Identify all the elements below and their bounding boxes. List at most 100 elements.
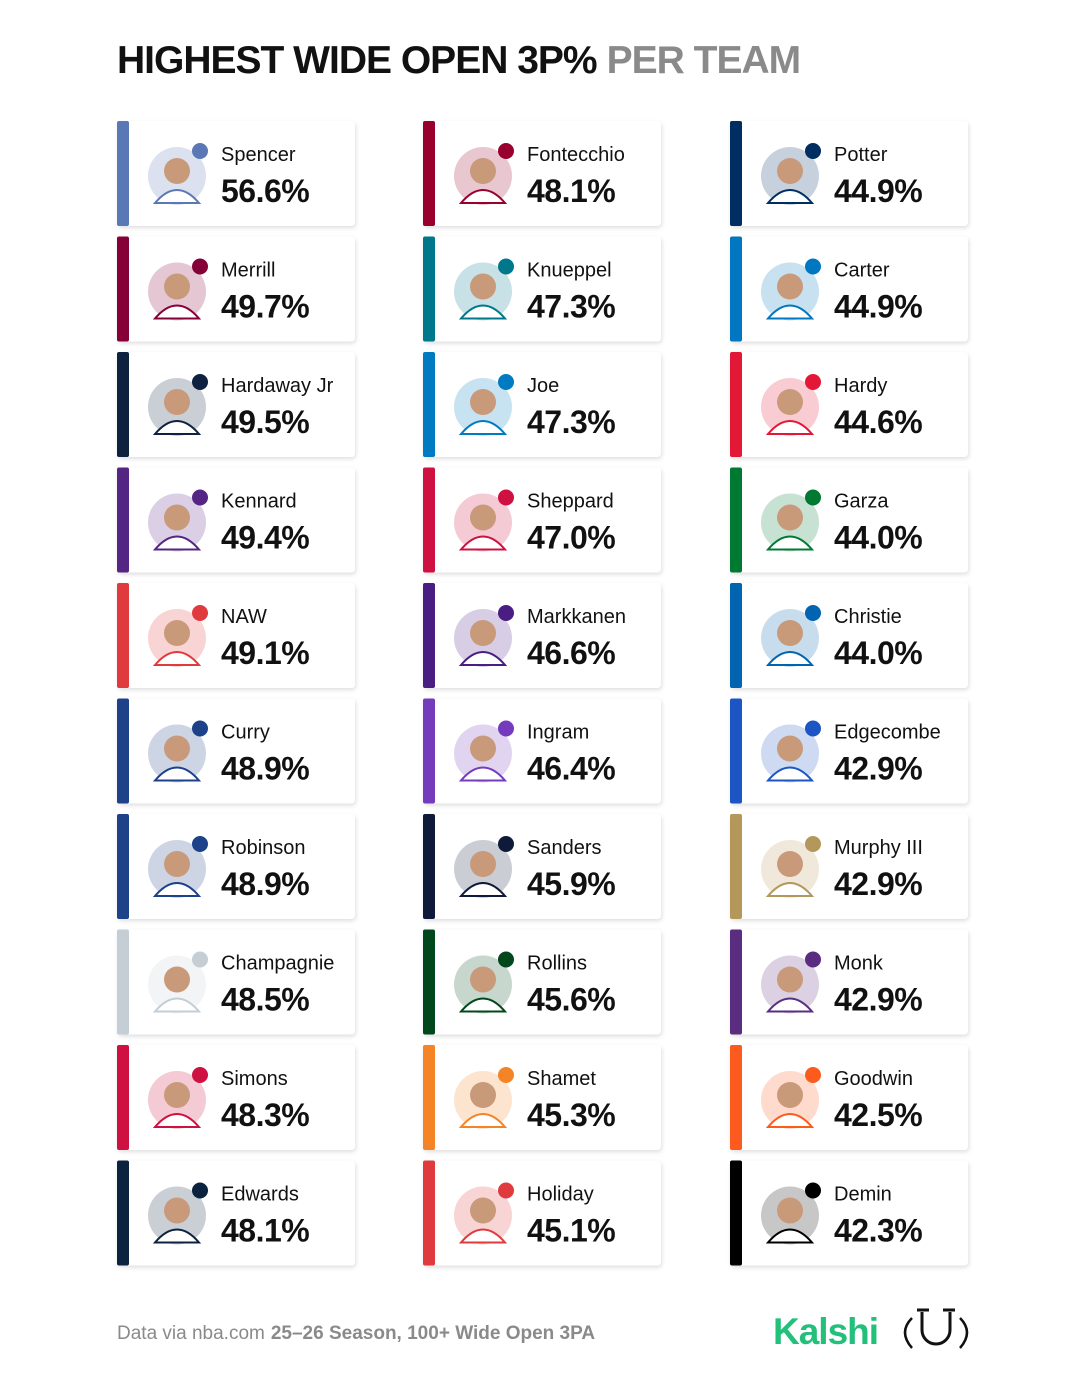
team-stripe (730, 814, 742, 919)
player-card: Joe 47.3% (423, 352, 661, 457)
team-logo (498, 605, 514, 621)
player-name: Knueppel (527, 260, 612, 282)
team-logo (805, 489, 821, 506)
wide-open-3p-pct: 44.0% (834, 635, 922, 671)
avatar-head (164, 1082, 190, 1108)
brand: Kalshi (773, 1311, 878, 1352)
avatar-body (458, 189, 508, 204)
player-card: NAW 49.1% (117, 583, 355, 688)
avatar-head (777, 1197, 803, 1224)
player-card: Edwards 48.1% (117, 1160, 355, 1266)
avatar-body (765, 189, 815, 204)
team-logo (192, 489, 208, 506)
wide-open-3p-pct: 49.1% (221, 635, 309, 671)
team-logo (192, 1182, 208, 1199)
avatar-body (765, 766, 815, 782)
avatar-body (458, 1113, 508, 1128)
avatar-head (470, 504, 496, 531)
avatar-body (458, 304, 508, 320)
team-logo (192, 143, 208, 159)
player-card: Murphy III 42.9% (730, 814, 968, 919)
wide-open-3p-pct: 42.9% (834, 982, 922, 1018)
wide-open-3p-pct: 44.6% (834, 404, 922, 440)
avatar-body (152, 1113, 202, 1128)
wide-open-3p-pct: 45.3% (527, 1097, 615, 1133)
avatar-body (765, 651, 815, 666)
avatar-body (765, 304, 815, 320)
player-card: Ingram 46.4% (423, 698, 661, 804)
team-stripe (423, 698, 435, 804)
avatar-head (470, 851, 496, 877)
team-logo (192, 1067, 208, 1083)
avatar-head (164, 851, 190, 877)
player-name: Simons (221, 1068, 288, 1090)
title: HIGHEST WIDE OPEN 3P% PER TEAM (117, 39, 800, 82)
team-logo (498, 720, 514, 737)
wide-open-3p-pct: 48.1% (221, 1213, 309, 1249)
player-name: Hardy (834, 375, 887, 397)
avatar-body (152, 651, 202, 666)
team-logo (498, 1067, 514, 1083)
player-name: Curry (221, 722, 270, 744)
team-stripe (117, 121, 129, 226)
player-name: Kennard (221, 491, 297, 513)
player-card: Shamet 45.3% (423, 1045, 661, 1150)
avatar-body (152, 304, 202, 320)
avatar-head (164, 389, 190, 415)
player-name: Fontecchio (527, 144, 625, 166)
avatar-head (777, 735, 803, 762)
wide-open-3p-pct: 45.1% (527, 1213, 615, 1249)
player-name: Ingram (527, 722, 589, 744)
player-card: Simons 48.3% (117, 1045, 355, 1150)
player-card: Markkanen 46.6% (423, 583, 661, 688)
wide-open-3p-pct: 46.6% (527, 635, 615, 671)
player-name: Markkanen (527, 606, 626, 628)
team-logo (805, 951, 821, 968)
player-card: Spencer 56.6% (117, 121, 355, 226)
avatar-body (152, 882, 202, 897)
avatar-body (152, 997, 202, 1013)
player-name: Rollins (527, 953, 587, 975)
team-logo (805, 374, 821, 390)
team-logo (805, 143, 821, 159)
avatar-body (458, 997, 508, 1013)
avatar-head (470, 1082, 496, 1108)
avatar-body (765, 1113, 815, 1128)
team-logo (192, 258, 208, 275)
player-name: Demin (834, 1184, 892, 1206)
team-logo (805, 605, 821, 621)
player-card: Robinson 48.9% (117, 814, 355, 919)
wide-open-3p-pct: 44.9% (834, 173, 922, 209)
player-card: Potter 44.9% (730, 121, 968, 226)
avatar-body (765, 535, 815, 551)
team-logo (192, 836, 208, 852)
avatar-body (152, 189, 202, 204)
team-stripe (730, 352, 742, 457)
team-logo (805, 836, 821, 852)
avatar-head (164, 273, 190, 300)
player-card: Champagnie 48.5% (117, 929, 355, 1035)
player-card: Carter 44.9% (730, 236, 968, 342)
team-stripe (117, 814, 129, 919)
player-card: Merrill 49.7% (117, 236, 355, 342)
avatar-head (470, 735, 496, 762)
team-stripe (423, 583, 435, 688)
avatar-head (777, 389, 803, 415)
team-logo (498, 951, 514, 968)
team-stripe (117, 236, 129, 342)
player-name: Potter (834, 144, 888, 166)
team-stripe (117, 929, 129, 1035)
wide-open-3p-pct: 48.1% (527, 173, 615, 209)
team-logo (498, 374, 514, 390)
player-name: Monk (834, 953, 884, 975)
player-name: Holiday (527, 1184, 594, 1206)
team-stripe (117, 698, 129, 804)
avatar-body (458, 766, 508, 782)
footer-note: Data via nba.com 25–26 Season, 100+ Wide … (117, 1323, 595, 1344)
player-card: Rollins 45.6% (423, 929, 661, 1035)
player-name: Hardaway Jr (221, 375, 334, 397)
avatar-head (777, 1082, 803, 1108)
avatar-head (470, 620, 496, 646)
wide-open-3p-pct: 49.4% (221, 520, 309, 556)
player-card: Monk 42.9% (730, 929, 968, 1035)
